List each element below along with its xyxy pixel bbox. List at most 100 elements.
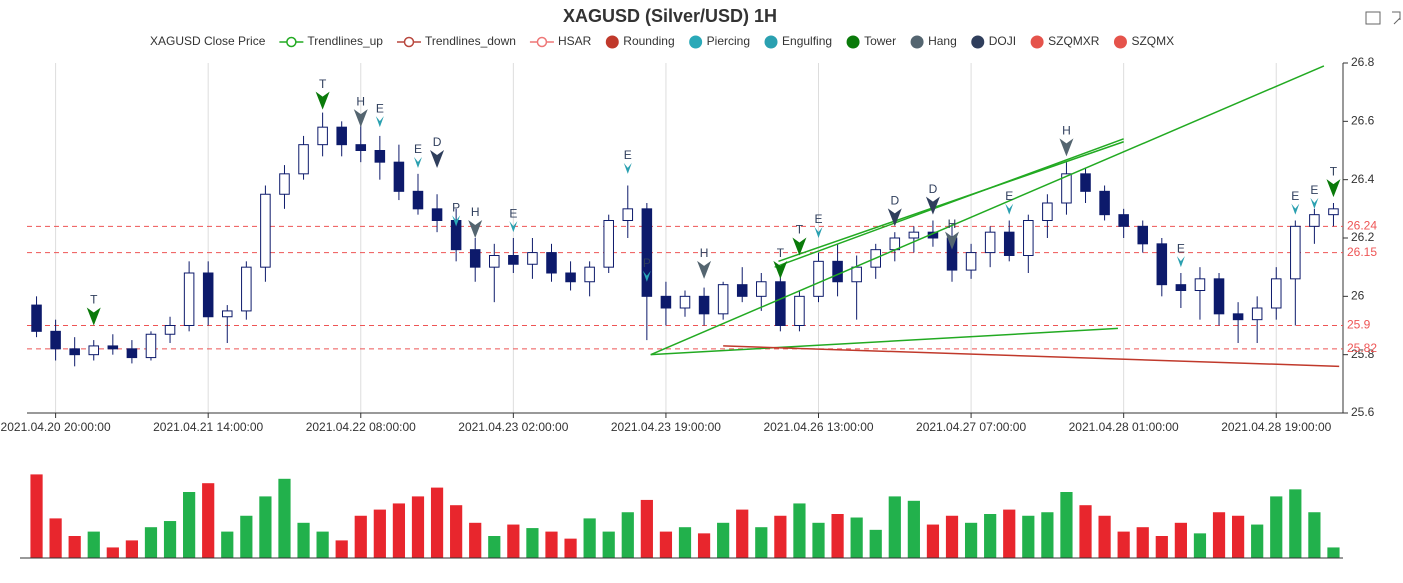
pattern-label: T [90, 293, 98, 307]
pattern-marker [430, 150, 445, 168]
pattern-marker [642, 270, 651, 282]
pattern-marker [1005, 203, 1014, 215]
candle-body [431, 208, 443, 221]
trendline [723, 345, 1340, 368]
volume-bar [87, 531, 100, 558]
volume-bar [163, 521, 177, 558]
volume-bar [1098, 515, 1111, 558]
candle-body [317, 126, 328, 146]
candle-body [412, 190, 424, 210]
pattern-marker [814, 227, 823, 238]
pattern-marker [353, 109, 368, 128]
pattern-label: E [414, 142, 422, 156]
candle-body [69, 348, 80, 356]
pattern-label: T [777, 246, 785, 260]
x-tick-label: 2021.04.22 08:00:00 [306, 420, 416, 434]
volume-bar [411, 496, 425, 558]
x-tick-label: 2021.04.26 13:00:00 [763, 420, 873, 434]
volume-bar [945, 515, 959, 558]
volume-bar [526, 528, 539, 558]
pattern-label: E [1310, 183, 1318, 197]
legend-label[interactable]: XAGUSD Close Price [150, 34, 266, 48]
volume-bar [984, 514, 997, 558]
legend-label[interactable]: Trendlines_up [307, 34, 383, 48]
pattern-label: E [814, 212, 822, 226]
toolbox[interactable] [1365, 11, 1401, 25]
volume-bar [507, 524, 520, 558]
pattern-marker [887, 208, 902, 227]
candle-body [1232, 313, 1244, 321]
volume-bar [106, 547, 119, 558]
candle-body [1137, 225, 1149, 245]
candle-body [164, 325, 176, 335]
legend-label[interactable]: SZQMXR [1048, 34, 1100, 48]
candle-body [489, 255, 500, 268]
volume-bar [488, 536, 501, 558]
zoom-icon[interactable] [1365, 11, 1381, 25]
pattern-marker [413, 157, 422, 168]
candle-body [565, 272, 576, 283]
legend-icon [910, 35, 924, 49]
legend-label[interactable]: DOJI [989, 34, 1016, 48]
pattern-marker [375, 116, 384, 128]
grid [55, 63, 1277, 413]
volume-bar [545, 531, 558, 558]
volume-bar [888, 496, 901, 558]
volume-bar [1270, 496, 1283, 558]
y-tick-label: 26.6 [1351, 114, 1375, 128]
candle-body [126, 348, 138, 359]
pattern-label: P [452, 201, 460, 215]
pattern-marker [792, 237, 807, 256]
candle-body [908, 231, 920, 239]
legend-label[interactable]: Hang [928, 34, 957, 48]
candle-body [145, 333, 157, 359]
candle-body [469, 249, 481, 268]
x-tick-label: 2021.04.27 07:00:00 [916, 420, 1026, 434]
candle-body [508, 255, 519, 265]
volume-bar [335, 540, 348, 558]
legend-icon [1030, 35, 1044, 49]
volume-bar [793, 503, 806, 558]
pattern-marker [945, 231, 960, 250]
volume-bar [1060, 492, 1073, 558]
volume-bar [697, 533, 711, 558]
x-tick-label: 2021.04.21 14:00:00 [153, 420, 263, 434]
y-tick-label: 26.8 [1351, 55, 1375, 69]
candle-body [527, 252, 538, 265]
volume-bar [1251, 524, 1264, 558]
legend-label[interactable]: Trendlines_down [425, 34, 516, 48]
y-tick-label: 25.6 [1351, 405, 1375, 419]
candle-body [794, 295, 805, 327]
pattern-marker [773, 260, 788, 279]
pattern-label: T [319, 77, 327, 91]
level-label: 26.15 [1347, 245, 1377, 259]
legend-label[interactable]: Rounding [623, 34, 674, 48]
candle-body [183, 272, 195, 326]
volume-bar [392, 503, 406, 558]
candle-body [1251, 307, 1263, 321]
pattern-label: H [700, 246, 709, 260]
volume-bar [1308, 512, 1321, 558]
legend-label[interactable]: Tower [864, 34, 896, 48]
candle-body [698, 295, 710, 315]
candle-body [260, 193, 271, 268]
volume-bar [1003, 509, 1016, 558]
pattern-label: D [433, 135, 442, 149]
volume-bar [774, 515, 787, 558]
candle-body [1156, 243, 1168, 286]
x-tick-label: 2021.04.23 02:00:00 [458, 420, 568, 434]
chart-title: XAGUSD (Silver/USD) 1H [563, 6, 777, 26]
candle-body [1080, 173, 1091, 192]
restore-icon[interactable] [1392, 11, 1401, 25]
legend-label[interactable]: Piercing [707, 34, 750, 48]
volume-bar [850, 517, 863, 558]
legend-label[interactable]: Engulfing [782, 34, 832, 48]
legend-label[interactable]: HSAR [558, 34, 592, 48]
volume-bar [831, 514, 844, 558]
legend-icon [971, 35, 985, 49]
pattern-label: H [948, 217, 957, 231]
legend-label[interactable]: SZQMX [1131, 34, 1174, 48]
candle-body [1175, 284, 1187, 291]
candle-body [241, 266, 252, 312]
volume-bar [659, 531, 673, 558]
